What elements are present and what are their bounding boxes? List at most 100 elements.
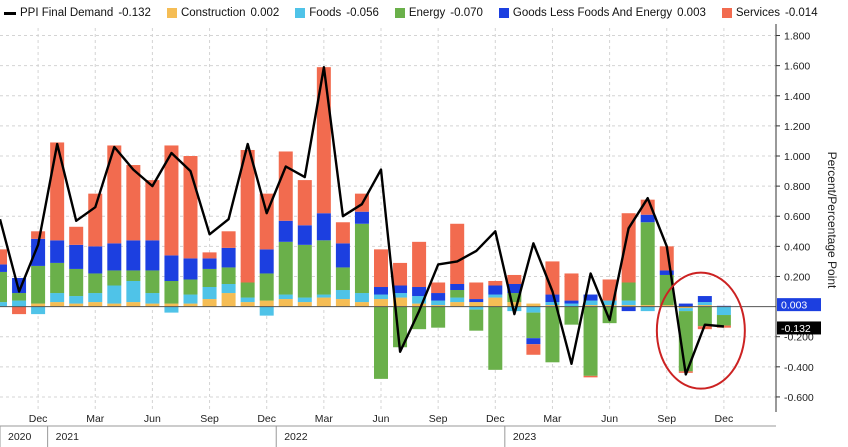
y-tick-label: -0.400 [784, 362, 814, 374]
bar-goods_ex [564, 300, 579, 304]
latest-value-box [777, 298, 821, 312]
bar-construction [412, 303, 427, 307]
bar-foods [412, 296, 427, 304]
bar-goods_ex [126, 240, 141, 271]
bar-construction [621, 305, 636, 307]
bar-goods_ex [145, 240, 160, 271]
legend-swatch [721, 8, 732, 18]
bar-services [202, 252, 217, 259]
bar-goods_ex [88, 246, 103, 274]
bar-construction [602, 305, 617, 307]
bar-goods_ex [335, 243, 350, 268]
y-axis-title: Percent/Percentage Point [825, 152, 839, 289]
bar-energy [31, 265, 46, 304]
bar-foods [183, 294, 198, 304]
x-tick-label: Mar [543, 413, 562, 425]
bar-construction [221, 293, 236, 307]
bar-foods [678, 308, 693, 312]
bar-energy [278, 241, 293, 295]
bar-energy [526, 312, 541, 339]
bar-foods [640, 306, 655, 312]
bar-goods_ex [507, 284, 522, 294]
bar-construction [659, 305, 674, 307]
x-tick-label: Dec [715, 413, 734, 425]
bar-construction [145, 303, 160, 307]
bar-foods [564, 303, 579, 307]
bar-energy [412, 306, 427, 330]
bar-goods_ex [183, 258, 198, 280]
x-tick-label: Jun [144, 413, 161, 425]
bar-goods_ex [374, 287, 388, 295]
bar-foods [259, 306, 274, 316]
bar-energy [259, 273, 274, 301]
bar-goods_ex [221, 247, 236, 268]
bar-energy [316, 240, 331, 295]
bar-foods [374, 294, 388, 300]
bar-construction [88, 302, 103, 307]
year-label: 2021 [56, 431, 80, 443]
bar-services [393, 262, 408, 286]
bar-construction [240, 302, 255, 307]
x-tick-label: Jun [601, 413, 618, 425]
bar-construction [164, 303, 179, 307]
legend-swatch [295, 8, 306, 18]
bar-goods_ex [107, 243, 122, 271]
bar-foods [12, 300, 27, 307]
bar-foods [107, 285, 122, 304]
legend-value: -0.132 [118, 7, 151, 19]
x-tick-label: Dec [29, 413, 48, 425]
year-label: 2020 [8, 431, 32, 443]
bar-energy [431, 306, 446, 328]
bar-goods_ex [316, 213, 331, 241]
bar-construction [374, 299, 388, 307]
legend-swatch [394, 8, 405, 18]
bar-foods [431, 300, 446, 306]
y-tick-label: 0.600 [784, 211, 810, 223]
bar-energy [564, 306, 579, 325]
bar-construction [354, 302, 369, 307]
bar-services [412, 241, 427, 288]
bar-energy [297, 244, 312, 298]
x-tick-label: Sep [200, 413, 219, 425]
bar-foods [583, 300, 598, 306]
bar-services [145, 180, 160, 241]
bar-foods [126, 280, 141, 303]
bar-services [12, 306, 27, 315]
bar-goods_ex [450, 284, 465, 291]
legend-label: Foods [309, 7, 342, 19]
bar-energy [107, 270, 122, 286]
x-tick-label: Mar [86, 413, 105, 425]
bar-foods [450, 297, 465, 303]
bar-services [374, 249, 388, 288]
legend-value: -0.014 [784, 7, 818, 19]
legend-value: -0.070 [450, 7, 483, 19]
bar-foods [393, 293, 408, 298]
bar-construction [183, 303, 198, 307]
bar-foods [0, 302, 7, 307]
bar-foods [697, 302, 712, 306]
bar-services [107, 145, 122, 244]
bar-services [450, 223, 465, 284]
bar-services [431, 282, 446, 294]
bar-construction [126, 302, 141, 307]
bar-energy [202, 268, 217, 288]
bar-services [164, 145, 179, 256]
bar-foods [202, 287, 217, 300]
bar-construction [335, 299, 350, 307]
bar-energy [583, 306, 598, 376]
legend-label: Services [735, 7, 780, 19]
legend-swatch [4, 11, 16, 15]
bar-services [583, 375, 598, 378]
y-tick-label: 1.600 [784, 61, 810, 73]
bar-energy [716, 315, 731, 326]
bar-energy [221, 267, 236, 284]
bar-energy [0, 271, 7, 303]
bar-construction [278, 299, 293, 307]
legend-label: Goods Less Foods And Energy [512, 7, 673, 19]
bar-construction [450, 302, 465, 307]
legend-label: PPI Final Demand [20, 7, 114, 19]
bar-foods [621, 300, 636, 306]
legend-value: 0.003 [677, 7, 706, 19]
